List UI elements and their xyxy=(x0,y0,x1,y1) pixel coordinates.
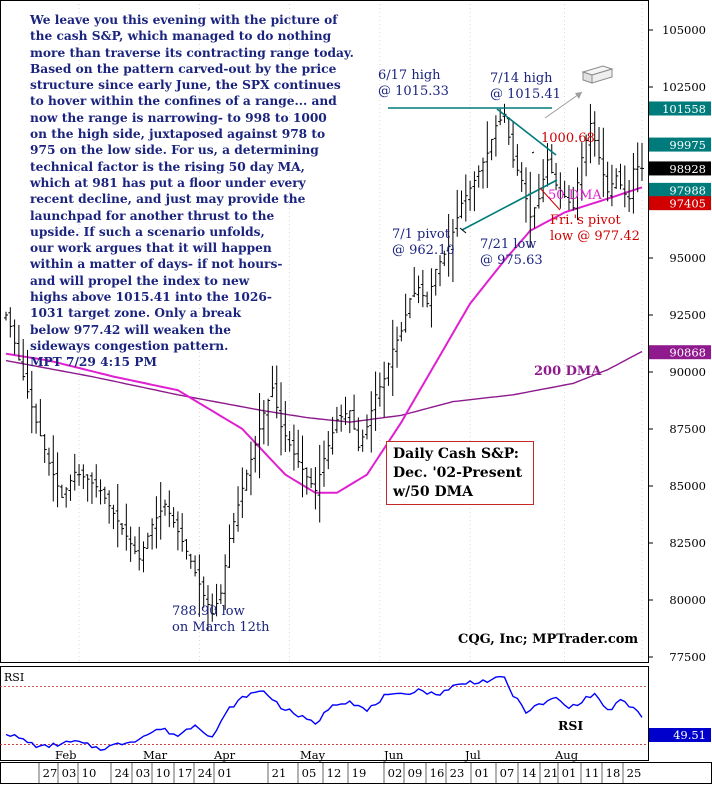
x-tick-day-label: 21 xyxy=(544,766,559,780)
x-tick-day-label: 10 xyxy=(156,766,171,780)
y-tick-label: 92500 xyxy=(669,308,706,322)
annotation-pivot-71-line-1: 7/1 pivot xyxy=(392,227,451,242)
main-plot-frame xyxy=(0,0,649,663)
x-tick-day-label: 05 xyxy=(302,766,317,780)
x-tick-day-label: 12 xyxy=(327,766,342,780)
x-tick-day-label: 02 xyxy=(388,766,403,780)
rsi-plot-frame xyxy=(0,666,649,761)
x-tick-month-label: Feb xyxy=(55,748,77,762)
price-tag-bg xyxy=(649,137,711,152)
upper-wedge-line xyxy=(496,108,557,156)
annotation-level-100068: 1000.68 xyxy=(541,131,595,146)
annotation-high-714-line-1: 7/14 high xyxy=(490,71,553,86)
pivot-tick xyxy=(459,227,467,234)
price-tag-bg xyxy=(649,101,711,116)
y-tick-label: 95000 xyxy=(669,251,706,265)
price-tag-label: 97988 xyxy=(669,183,706,197)
series-200dma-line xyxy=(5,350,643,423)
x-tick-day-label: 03 xyxy=(62,766,77,780)
x-tick-day-label: 01 xyxy=(475,766,490,780)
price-tag-label: 101558 xyxy=(662,102,706,116)
y-tick-label: 77500 xyxy=(669,650,706,664)
label-50dma: 50 DMA xyxy=(548,188,602,203)
x-tick-day-label: 23 xyxy=(450,766,465,780)
x-tick-day-label: 17 xyxy=(178,766,193,780)
y-tick-label: 82500 xyxy=(669,536,706,550)
x-tick-day-label: 11 xyxy=(585,766,600,780)
projection-arrow xyxy=(544,91,583,119)
price-tag-label: 99975 xyxy=(669,138,706,152)
price-tag-label: 90868 xyxy=(669,346,706,360)
annotation-fri-pivot-line-1: Fri.'s pivot xyxy=(550,213,622,228)
rsi-line xyxy=(5,675,643,751)
y-tick-label: 87500 xyxy=(669,422,706,436)
commentary-text: We leave you this evening with the pictu… xyxy=(30,13,354,370)
x-tick-month-label: Apr xyxy=(213,748,236,762)
rsi-series-label: RSI xyxy=(558,718,583,733)
rsi-title: RSI xyxy=(4,671,24,684)
annotation-low-721-line-2: @ 975.63 xyxy=(480,253,543,268)
x-tick-month-label: Jun xyxy=(383,748,404,762)
x-tick-day-label: 14 xyxy=(522,766,537,780)
chart-title-line-1: Daily Cash S&P: xyxy=(393,446,519,462)
x-tick-day-label: 03 xyxy=(136,766,151,780)
x-tick-day-label: 25 xyxy=(627,766,642,780)
x-tick-day-label: 07 xyxy=(500,766,515,780)
y-tick-label: 105000 xyxy=(662,23,706,37)
series-50dma-line xyxy=(5,186,643,494)
x-tick-month-label: Aug xyxy=(554,748,579,762)
x-tick-day-label: 21 xyxy=(272,766,287,780)
target-box-right xyxy=(591,68,613,84)
x-tick-month-label: May xyxy=(300,748,326,762)
fri-pivot-pointer xyxy=(539,187,561,211)
lower-wedge-line xyxy=(461,179,558,231)
x-tick-day-label: 09 xyxy=(408,766,423,780)
annotation-low-0312-line-1: 788.90 low xyxy=(172,604,245,619)
x-tick-day-label: 18 xyxy=(606,766,621,780)
price-tag-bg xyxy=(649,161,711,176)
y-tick-label: 90000 xyxy=(669,365,706,379)
arrow-anchor xyxy=(531,151,535,154)
annotation-high-714-line-2: @ 1015.41 xyxy=(490,87,561,102)
price-tag-bg xyxy=(649,196,711,211)
annotation-high-617-line-1: 6/17 high xyxy=(378,68,441,83)
price-tag-bg xyxy=(649,182,711,197)
x-tick-day-label: 16 xyxy=(430,766,445,780)
annotation-high-617-line-2: @ 1015.33 xyxy=(378,84,449,99)
rsi-value-tag-bg xyxy=(649,728,711,742)
x-tick-day-label: 24 xyxy=(115,766,130,780)
x-tick-day-label: 27 xyxy=(43,766,58,780)
price-tag-bg xyxy=(649,345,711,360)
annotation-fri-pivot-line-2: low @ 977.42 xyxy=(550,229,640,244)
x-tick-month-label: Jul xyxy=(464,748,481,762)
chart-title-box: Daily Cash S&P: Dec. '02-Present w/50 DM… xyxy=(386,441,534,505)
y-tick-label: 80000 xyxy=(669,593,706,607)
x-tick-month-label: Mar xyxy=(143,748,168,762)
annotation-low-721-line-1: 7/21 low xyxy=(480,237,536,252)
x-tick-day-label: 10 xyxy=(82,766,97,780)
x-tick-day-label: 24 xyxy=(198,766,213,780)
projection-arrowhead xyxy=(575,92,582,99)
y-tick-label: 85000 xyxy=(669,479,706,493)
annotation-low-0312-line-2: on March 12th xyxy=(172,620,270,635)
price-tag-label: 97405 xyxy=(669,197,706,211)
label-200dma: 200 DMA xyxy=(534,364,602,379)
x-tick-day-label: 19 xyxy=(352,766,367,780)
annotation-pivot-71-line-2: @ 962.10 xyxy=(392,243,455,258)
y-tick-label: 102500 xyxy=(662,80,706,94)
chart-title-line-2: Dec. '02-Present xyxy=(393,465,523,481)
price-tag-label: 98928 xyxy=(669,162,706,176)
source-label: CQG, Inc; MPTrader.com xyxy=(458,632,638,647)
chart-title-line-3: w/50 DMA xyxy=(393,484,474,500)
rsi-value-tag: 49.51 xyxy=(673,728,706,742)
x-tick-day-label: 01 xyxy=(562,766,577,780)
x-tick-day-label: 01 xyxy=(218,766,233,780)
